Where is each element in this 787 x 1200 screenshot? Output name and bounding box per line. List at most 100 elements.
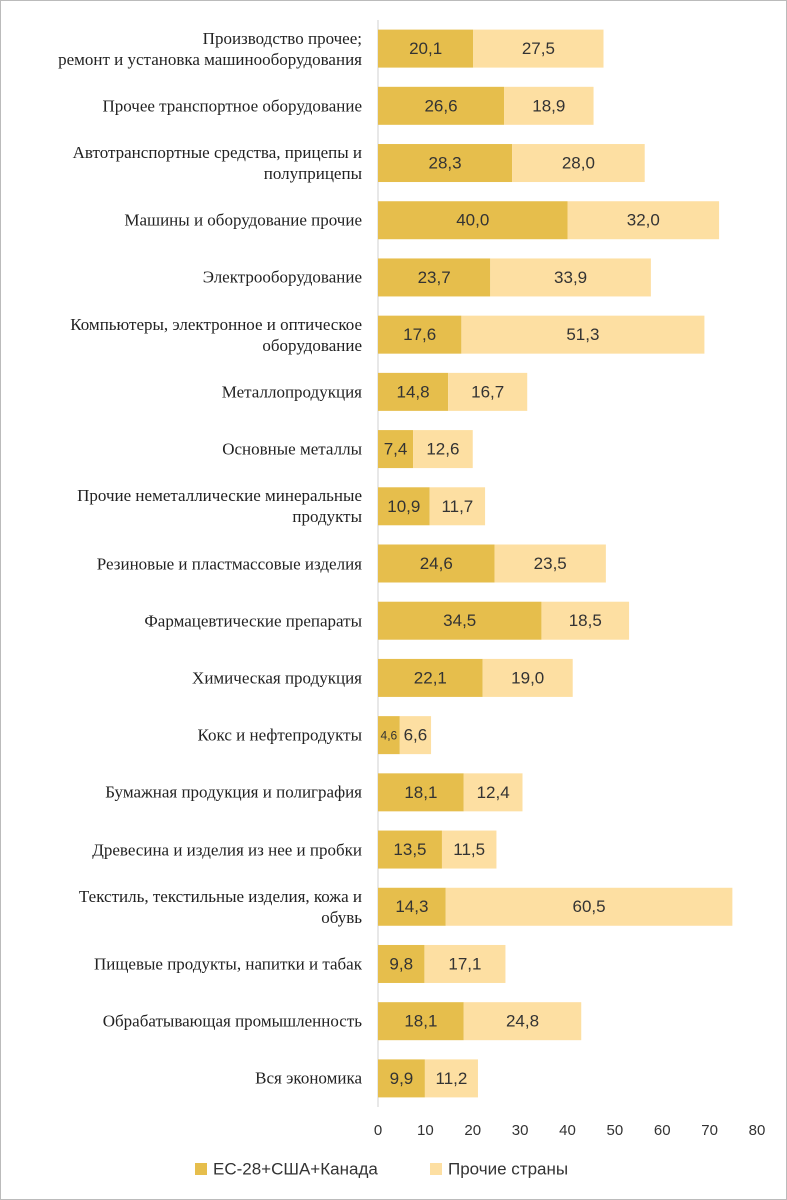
value-label: 4,6 [381, 728, 398, 742]
bar-segment [567, 201, 720, 240]
x-tick-label: 80 [749, 1122, 766, 1139]
x-tick-label: 10 [417, 1122, 434, 1139]
bar-segment [512, 144, 645, 183]
bar-segment [378, 658, 483, 697]
value-label: 14,8 [397, 382, 430, 401]
category-label: Металлопродукция [221, 382, 362, 402]
value-label: 13,5 [393, 840, 426, 859]
bar-segment [399, 716, 432, 755]
value-label: 6,6 [404, 726, 428, 745]
bar-segment [378, 887, 446, 926]
bar-segment [504, 86, 594, 125]
bar-segment [461, 315, 705, 354]
category-label: Прочее транспортное оборудование [102, 96, 362, 116]
category-label: Вся экономика [255, 1068, 362, 1088]
value-label: 40,0 [456, 211, 489, 230]
value-label: 28,0 [562, 154, 595, 173]
bar-segment [473, 29, 604, 68]
category-label: Автотранспортные средства, прицепы и пол… [72, 143, 362, 184]
value-label: 24,8 [506, 1012, 539, 1031]
bar-segment [541, 601, 630, 640]
x-tick-label: 60 [654, 1122, 671, 1139]
x-tick-label: 50 [607, 1122, 624, 1139]
value-label: 18,5 [569, 611, 602, 630]
bar-segment [378, 1059, 425, 1098]
bar-segment [378, 716, 400, 755]
value-label: 26,6 [424, 96, 457, 115]
value-label: 28,3 [428, 154, 461, 173]
value-label: 60,5 [573, 897, 606, 916]
value-label: 27,5 [522, 39, 555, 58]
bar-segment [494, 544, 606, 583]
bar-segment [424, 1059, 478, 1098]
value-label: 24,6 [420, 554, 453, 573]
bar-segment [378, 601, 542, 640]
bar-segment [378, 830, 442, 869]
value-label: 10,9 [387, 497, 420, 516]
value-label: 51,3 [566, 325, 599, 344]
legend-swatch [195, 1163, 207, 1175]
bar-segment [448, 372, 528, 411]
bar-segment [378, 544, 495, 583]
value-label: 18,1 [404, 1012, 437, 1031]
value-label: 12,6 [426, 440, 459, 459]
category-label: Текстиль, текстильные изделия, кожа и об… [78, 886, 362, 927]
category-label: Бумажная продукция и полиграфия [105, 782, 362, 802]
bar-segment [378, 1002, 464, 1041]
value-label: 18,9 [532, 96, 565, 115]
value-label: 19,0 [511, 668, 544, 687]
value-label: 12,4 [477, 783, 510, 802]
value-label: 16,7 [471, 382, 504, 401]
value-label: 9,9 [390, 1069, 414, 1088]
value-label: 23,5 [534, 554, 567, 573]
bar-segment [445, 887, 733, 926]
value-label: 32,0 [627, 211, 660, 230]
value-label: 33,9 [554, 268, 587, 287]
category-label: Резиновые и пластмассовые изделия [96, 554, 362, 573]
category-label: Производство прочее; ремонт и установка … [58, 28, 362, 69]
category-label: Основные металлы [222, 439, 362, 459]
bar-segment [413, 430, 473, 469]
category-label: Электрооборудование [202, 267, 362, 287]
bar-segment [378, 372, 449, 411]
x-tick-label: 40 [559, 1122, 576, 1139]
category-label: Древесина и изделия из нее и пробки [92, 840, 362, 860]
value-label: 11,7 [441, 497, 473, 516]
legend-label: ЕС-28+США+Канада [213, 1159, 378, 1178]
bar-segment [378, 487, 430, 526]
bar-segment [463, 1002, 582, 1041]
value-label: 34,5 [443, 611, 476, 630]
bar-segment [378, 29, 474, 68]
category-label: Компьютеры, электронное и оптическое обо… [70, 314, 362, 355]
category-label: Машины и оборудование прочие [124, 210, 362, 230]
bar-segment [378, 201, 568, 240]
category-label: Кокс и нефтепродукты [197, 725, 362, 745]
bar-segment [490, 258, 651, 297]
legend-swatch [430, 1163, 442, 1175]
value-label: 9,8 [389, 954, 413, 973]
x-tick-label: 0 [374, 1122, 382, 1139]
x-tick-label: 70 [701, 1122, 718, 1139]
bar-segment [378, 944, 425, 983]
bar-segment [463, 773, 523, 812]
value-label: 23,7 [418, 268, 451, 287]
value-label: 18,1 [404, 783, 437, 802]
bar-segment [378, 86, 505, 125]
category-label: Обрабатывающая промышленность [102, 1011, 362, 1031]
value-label: 11,2 [436, 1069, 468, 1088]
value-label: 22,1 [414, 668, 447, 687]
bar-segment [378, 430, 414, 469]
category-label: Химическая продукция [192, 668, 362, 688]
category-label: Прочие неметаллические минеральные проду… [77, 486, 362, 527]
value-label: 11,5 [453, 840, 485, 859]
x-tick-label: 20 [464, 1122, 481, 1139]
value-label: 14,3 [395, 897, 428, 916]
legend-label: Прочие страны [448, 1159, 568, 1178]
category-label: Пищевые продукты, напитки и табак [93, 954, 362, 974]
bar-segment [429, 487, 486, 526]
bar-segment [424, 944, 506, 983]
category-label: Фармацевтические препараты [144, 611, 362, 631]
